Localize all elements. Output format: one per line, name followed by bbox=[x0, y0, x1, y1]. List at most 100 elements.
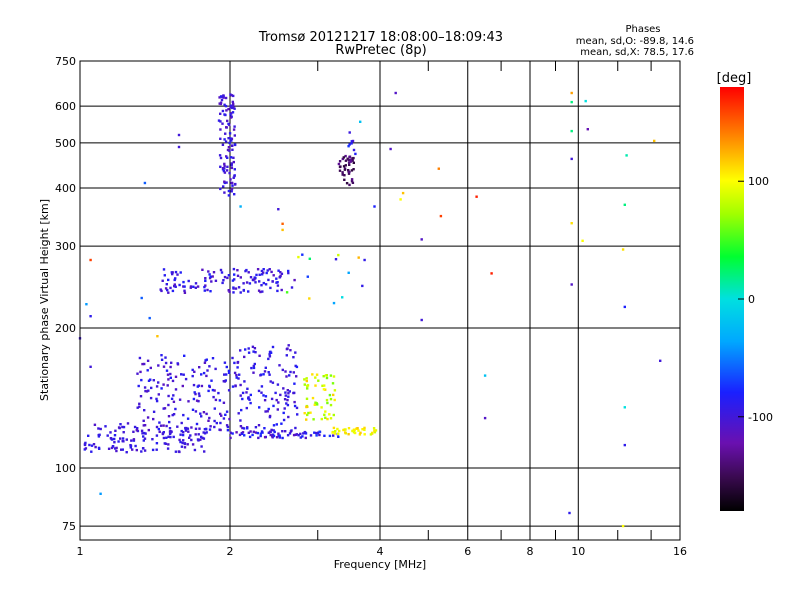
data-point bbox=[224, 140, 228, 143]
data-point bbox=[204, 284, 207, 287]
data-point bbox=[213, 407, 216, 410]
data-point bbox=[231, 385, 235, 388]
data-point bbox=[183, 354, 186, 357]
data-point bbox=[659, 359, 662, 362]
data-point bbox=[352, 148, 356, 152]
data-point bbox=[129, 446, 132, 449]
data-point bbox=[332, 434, 335, 437]
data-point bbox=[273, 430, 276, 434]
data-point bbox=[232, 176, 235, 179]
data-point bbox=[262, 281, 265, 285]
data-point bbox=[229, 178, 232, 181]
data-point bbox=[199, 412, 202, 415]
data-point bbox=[231, 432, 234, 435]
data-point bbox=[99, 427, 102, 431]
data-point bbox=[233, 125, 236, 128]
data-point bbox=[283, 407, 286, 410]
data-point bbox=[337, 432, 340, 435]
data-point bbox=[232, 267, 236, 271]
data-point bbox=[220, 271, 224, 274]
data-point bbox=[164, 356, 167, 359]
data-point bbox=[174, 450, 178, 453]
data-point bbox=[194, 286, 197, 289]
data-point bbox=[178, 398, 182, 401]
data-point bbox=[329, 397, 333, 401]
data-point bbox=[348, 143, 351, 146]
data-point bbox=[223, 361, 227, 364]
data-point bbox=[231, 111, 235, 114]
data-point bbox=[174, 375, 178, 378]
chart-subtitle: RwPretec (8p) bbox=[335, 43, 426, 58]
data-point bbox=[271, 435, 274, 438]
data-point bbox=[271, 381, 275, 384]
data-point bbox=[212, 271, 216, 274]
data-point bbox=[259, 373, 263, 376]
data-point bbox=[125, 451, 128, 454]
data-point bbox=[357, 429, 360, 432]
data-point bbox=[136, 372, 139, 375]
data-point bbox=[219, 112, 222, 115]
data-point bbox=[155, 397, 158, 401]
data-point bbox=[221, 167, 225, 170]
data-point bbox=[237, 286, 241, 289]
data-point bbox=[158, 421, 161, 424]
data-point bbox=[141, 362, 144, 366]
data-point bbox=[138, 356, 142, 360]
data-point bbox=[343, 174, 346, 177]
data-point bbox=[277, 401, 280, 404]
data-point bbox=[163, 407, 167, 410]
data-point bbox=[332, 426, 336, 430]
data-point bbox=[169, 365, 172, 369]
data-point bbox=[178, 450, 181, 454]
data-point bbox=[341, 171, 344, 174]
data-point bbox=[229, 137, 232, 140]
data-point bbox=[172, 394, 175, 397]
data-point bbox=[208, 365, 211, 368]
data-point bbox=[306, 384, 309, 388]
data-point bbox=[162, 436, 166, 440]
data-point bbox=[239, 205, 242, 208]
data-point bbox=[490, 272, 493, 275]
data-point bbox=[287, 415, 290, 419]
data-point bbox=[289, 349, 292, 352]
data-point bbox=[231, 279, 235, 282]
data-point bbox=[156, 335, 159, 338]
data-point bbox=[186, 443, 189, 446]
data-point bbox=[270, 397, 274, 401]
data-point bbox=[266, 269, 269, 272]
data-point bbox=[233, 278, 236, 281]
data-point bbox=[225, 373, 228, 376]
data-point bbox=[287, 344, 290, 347]
data-point bbox=[348, 170, 351, 174]
data-point bbox=[247, 431, 250, 434]
data-point bbox=[623, 305, 626, 309]
data-point bbox=[208, 276, 212, 280]
data-point bbox=[203, 289, 206, 292]
data-point bbox=[272, 404, 275, 408]
data-point bbox=[202, 371, 206, 375]
data-point bbox=[282, 411, 285, 415]
data-point bbox=[146, 359, 150, 362]
data-point bbox=[253, 278, 256, 281]
data-point bbox=[160, 358, 164, 361]
data-point bbox=[228, 149, 231, 153]
data-point bbox=[135, 429, 138, 432]
data-point bbox=[625, 154, 628, 157]
data-point bbox=[277, 432, 280, 435]
colorbar-tick-label: -100 bbox=[748, 411, 773, 424]
data-point bbox=[280, 422, 283, 425]
tick-labels: 75 100 200 300 400 500 600 750 1 2 4 6 8 10 16 bbox=[55, 55, 687, 558]
data-point bbox=[138, 402, 141, 405]
data-point bbox=[420, 238, 423, 241]
data-point bbox=[203, 285, 206, 289]
data-point bbox=[200, 373, 203, 376]
data-point bbox=[219, 268, 223, 272]
data-point bbox=[219, 421, 222, 425]
data-point bbox=[231, 144, 234, 147]
data-point bbox=[217, 391, 220, 395]
data-point bbox=[85, 303, 88, 306]
data-point bbox=[183, 289, 186, 292]
data-point bbox=[129, 444, 133, 448]
data-point bbox=[84, 441, 87, 445]
data-point bbox=[261, 290, 264, 293]
